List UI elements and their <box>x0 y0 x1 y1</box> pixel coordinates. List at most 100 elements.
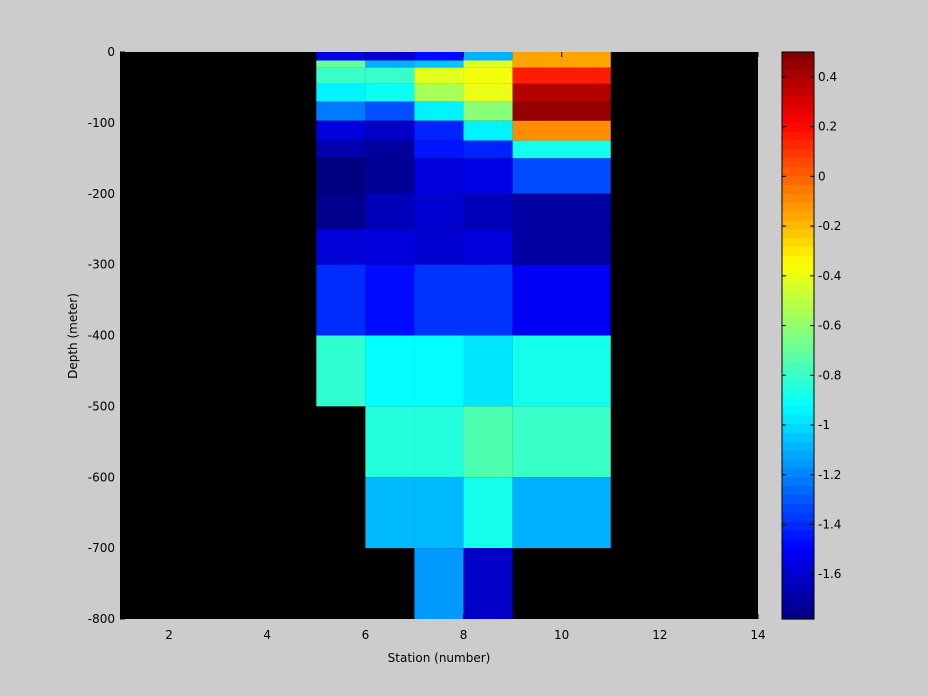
heatmap-cell <box>463 264 513 336</box>
heatmap-cell <box>316 52 366 61</box>
heatmap-cell <box>365 158 415 194</box>
heatmap-cell <box>463 229 513 265</box>
colorbar-segment <box>782 273 814 283</box>
colorbar-segment <box>782 424 814 434</box>
x-tick-label: 8 <box>460 628 468 642</box>
colorbar-segment <box>782 255 814 266</box>
y-axis-label: Depth (meter) <box>66 293 80 379</box>
heatmap-cell <box>414 406 464 478</box>
heatmap-cell <box>365 67 415 84</box>
heatmap-cell <box>512 158 611 194</box>
colorbar-segment <box>782 300 814 310</box>
heatmap-cell <box>365 335 415 407</box>
y-axis: 0 -100 -200 -300 -400 -500 -600 -700 -800 <box>88 45 125 626</box>
heatmap-cell <box>365 52 415 61</box>
heatmap-cell <box>463 67 513 84</box>
y-tick-label: -700 <box>88 541 115 555</box>
colorbar-segment <box>782 149 814 159</box>
colorbar-segment <box>782 229 814 239</box>
heatmap-cell <box>463 60 513 68</box>
colorbar-segment <box>782 521 814 532</box>
y-tick-label: -400 <box>88 329 115 343</box>
heatmap-cell <box>365 477 415 549</box>
colorbar-segment <box>782 592 814 602</box>
colorbar-segment <box>782 548 814 558</box>
x-tick-label: 14 <box>750 628 765 642</box>
heatmap-cell <box>512 140 611 159</box>
heatmap-cell <box>512 52 611 68</box>
y-tick-label: -300 <box>88 258 115 272</box>
x-tick-label: 2 <box>165 628 173 642</box>
colorbar-segment <box>782 52 814 62</box>
colorbar-segment <box>782 432 814 443</box>
colorbar-segment <box>782 60 814 71</box>
colorbar-segment <box>782 105 814 115</box>
colorbar-segment <box>782 264 814 275</box>
y-tick-label: -500 <box>88 399 115 413</box>
heatmap-cell <box>365 264 415 336</box>
heatmap-cell <box>512 67 611 84</box>
colorbar-segment <box>782 202 814 213</box>
colorbar-segment <box>782 450 814 461</box>
colorbar-segment <box>782 122 814 133</box>
heatmap-cell <box>463 52 513 61</box>
y-tick-label: 0 <box>107 45 115 59</box>
heatmap-cell <box>512 101 611 121</box>
colorbar-tick-label: 0.4 <box>818 70 837 84</box>
heatmap-cell <box>414 335 464 407</box>
heatmap-cell <box>365 120 415 141</box>
heatmap-cell <box>414 193 464 230</box>
colorbar-segment <box>782 246 814 257</box>
heatmap-cell <box>463 83 513 102</box>
y-tick-label: -100 <box>88 116 115 130</box>
colorbar-segment <box>782 291 814 301</box>
colorbar-segment <box>782 574 814 585</box>
colorbar-segment <box>782 415 814 425</box>
colorbar-segment <box>782 184 814 195</box>
colorbar-segment <box>782 583 814 594</box>
heatmap-cell <box>414 229 464 265</box>
heatmap-cell <box>414 140 464 159</box>
heatmap-cell <box>414 477 464 549</box>
colorbar-segment <box>782 610 814 620</box>
colorbar-segment <box>782 140 814 151</box>
colorbar-segment <box>782 503 814 514</box>
colorbar-segment <box>782 78 814 89</box>
heatmap-cell <box>512 335 611 407</box>
colorbar-segment <box>782 370 814 381</box>
heatmap-cell <box>316 193 366 230</box>
x-tick-label: 4 <box>263 628 271 642</box>
heatmap-cell <box>316 229 366 265</box>
heatmap-cell <box>414 67 464 84</box>
heatmap-cells <box>316 52 611 619</box>
colorbar-segment <box>782 441 814 452</box>
colorbar-tick-label: -1.2 <box>818 468 841 482</box>
heatmap-cell <box>414 158 464 194</box>
heatmap-cell <box>365 101 415 121</box>
heatmap-cell <box>365 83 415 102</box>
colorbar-tick-label: -1.6 <box>818 567 841 581</box>
colorbar-segment <box>782 238 814 248</box>
heatmap-cell <box>512 83 611 102</box>
heatmap-cell <box>512 477 611 549</box>
heatmap-cell <box>414 60 464 68</box>
heatmap-cell <box>414 120 464 141</box>
colorbar-segment <box>782 282 814 292</box>
heatmap-cell <box>463 335 513 407</box>
y-tick-label: -200 <box>88 187 115 201</box>
colorbar-tick-label: -0.2 <box>818 219 841 233</box>
colorbar-tick-label: -0.4 <box>818 269 841 283</box>
colorbar-segment <box>782 131 814 142</box>
heatmap-cell <box>316 120 366 141</box>
colorbar-segment <box>782 397 814 407</box>
colorbar-segment <box>782 539 814 549</box>
x-axis: 2 4 6 8 10 12 14 <box>165 52 766 642</box>
colorbar-segment <box>782 211 814 221</box>
colorbar-segment <box>782 335 814 345</box>
heatmap-cell <box>316 335 366 407</box>
colorbar-segment <box>782 486 814 496</box>
colorbar-segment <box>782 477 814 487</box>
colorbar-segment <box>782 220 814 230</box>
colorbar-segment <box>782 114 814 124</box>
